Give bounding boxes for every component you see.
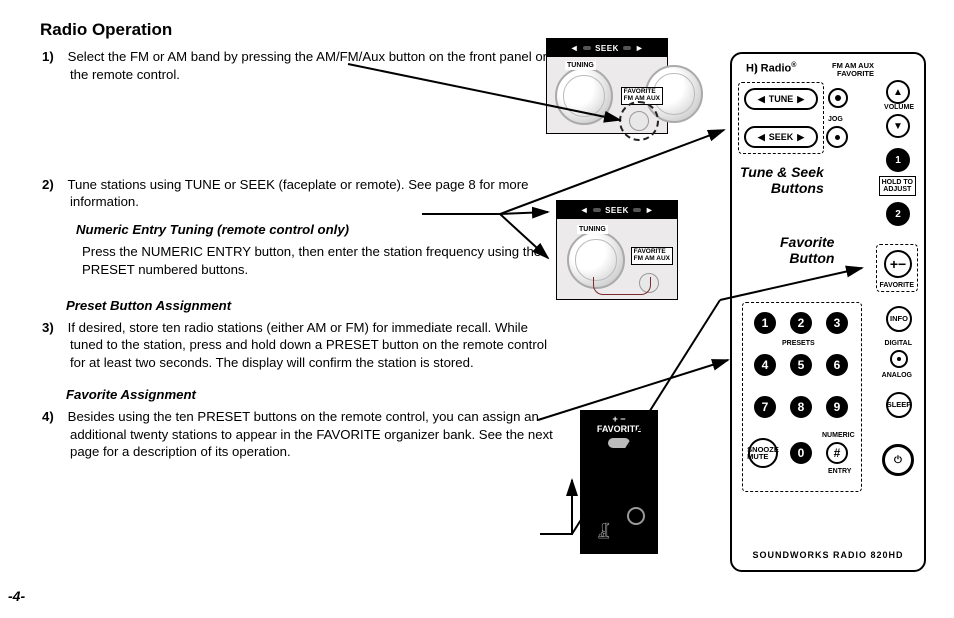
power-button-icon (627, 507, 645, 525)
jog-button[interactable] (826, 126, 848, 148)
favorite-panel-diagram: + − FAVORITE 🛏 (580, 410, 658, 554)
step-3-block: Preset Button Assignment 3) If desired, … (70, 297, 560, 372)
subheading-numeric: Numeric Entry Tuning (remote control onl… (76, 221, 560, 239)
tune-seek-highlight (738, 82, 824, 154)
seek-indicator-icon (623, 46, 631, 50)
volume-up-button[interactable]: ▲ (886, 80, 910, 104)
favorite-highlight (876, 244, 918, 292)
snooze-mute-button[interactable]: SNOOZE MUTE (748, 438, 778, 468)
dot-icon (835, 135, 840, 140)
page-title: Radio Operation (40, 20, 934, 40)
preset-0[interactable]: 0 (790, 442, 812, 464)
subtext-numeric: Press the NUMERIC ENTRY button, then ent… (82, 243, 560, 279)
step-text: Besides using the ten PRESET buttons on … (68, 409, 553, 460)
volume-down-button[interactable]: ▼ (886, 114, 910, 138)
step-text: Tune stations using TUNE or SEEK (facepl… (67, 177, 528, 210)
seek-indicator-icon (583, 46, 591, 50)
step-num: 1) (42, 48, 64, 66)
numeric-label: NUMERIC (822, 432, 855, 439)
seek-bar: ◄ SEEK ► (547, 39, 667, 57)
sleep-button[interactable]: SLEEP (886, 392, 912, 418)
step-num: 2) (42, 176, 64, 194)
preset-5[interactable]: 5 (790, 354, 812, 376)
jog-label: JOG (828, 116, 843, 123)
preset-8[interactable]: 8 (790, 396, 812, 418)
faceplate-diagram-2: ◄ SEEK ► TUNING FAVORITE FM AM AUX (556, 200, 678, 300)
step-1: 1) Select the FM or AM band by pressing … (70, 48, 560, 84)
entry-label: ENTRY (828, 468, 851, 475)
arrow-right-icon: ► (635, 43, 644, 53)
faceplate-diagram-1: ◄ SEEK ► TUNING FAVORITE FM AM AUX (546, 38, 668, 134)
preset-7[interactable]: 7 (754, 396, 776, 418)
seek-indicator-icon (593, 208, 601, 212)
manual-page: Radio Operation 1) Select the FM or AM b… (0, 0, 954, 618)
remote-control-diagram: H⦘ Radio® FM AM AUX FAVORITE ◀ TUNE ▶ ◀ … (730, 52, 926, 572)
tuning-label: TUNING (577, 225, 608, 234)
bed-icon: 🛏 (595, 522, 612, 540)
arrow-right-icon: ► (645, 205, 654, 215)
plus-minus-label: + − (581, 411, 657, 425)
step-2: 2) Tune stations using TUNE or SEEK (fac… (70, 176, 560, 279)
seek-label: SEEK (595, 44, 619, 53)
page-number: -4- (8, 588, 25, 604)
analog-label: ANALOG (882, 372, 912, 379)
step-num: 3) (42, 319, 64, 337)
dashed-highlight-icon (619, 101, 659, 141)
preset-1[interactable]: 1 (754, 312, 776, 334)
callout-favorite: Favorite Button (780, 234, 834, 266)
presets-label: PRESETS (782, 340, 815, 347)
info-button[interactable]: INFO (886, 306, 912, 332)
callout-tune-seek: Tune & Seek Buttons (740, 164, 824, 196)
preset-3[interactable]: 3 (826, 312, 848, 334)
seek-indicator-icon (633, 208, 641, 212)
volume-label: VOLUME (884, 104, 914, 111)
favorite-dot-button[interactable] (828, 88, 848, 108)
numeric-entry-button[interactable]: # (826, 442, 848, 464)
hd-radio-logo: H⦘ Radio® (746, 62, 796, 76)
power-button[interactable]: ⏻ (882, 444, 914, 476)
preset-6[interactable]: 6 (826, 354, 848, 376)
instruction-list: 1) Select the FM or AM band by pressing … (70, 48, 560, 461)
preset-9[interactable]: 9 (826, 396, 848, 418)
subheading-preset: Preset Button Assignment (66, 297, 560, 315)
seek-label: SEEK (605, 206, 629, 215)
red-connector-icon (593, 277, 651, 295)
tuning-label: TUNING (565, 61, 596, 70)
arrow-down-icon: ▼ (893, 121, 903, 132)
step-4-block: Favorite Assignment 4) Besides using the… (70, 386, 560, 461)
arrow-left-icon: ◄ (570, 43, 579, 53)
dot-icon (835, 95, 841, 101)
power-icon: ⏻ (894, 455, 902, 466)
preset-4[interactable]: 4 (754, 354, 776, 376)
arrow-left-icon: ◄ (580, 205, 589, 215)
pill-button-icon (608, 438, 630, 448)
step-text: Select the FM or AM band by pressing the… (68, 49, 547, 82)
fav-fmamaux-box: FAVORITE FM AM AUX (631, 247, 673, 265)
favorite-label: FAVORITE (581, 425, 657, 435)
dot-icon (897, 357, 901, 361)
tuning-knob-icon (555, 67, 613, 125)
preset-1-shortcut[interactable]: 1 (886, 148, 910, 172)
subheading-favorite: Favorite Assignment (66, 386, 560, 404)
seek-bar: ◄ SEEK ► (557, 201, 677, 219)
fm-am-aux-label: FM AM AUX FAVORITE (832, 62, 874, 77)
step-num: 4) (42, 408, 64, 426)
digital-analog-button[interactable] (890, 350, 908, 368)
hold-adjust-label: HOLD TO ADJUST (879, 176, 916, 196)
digital-label: DIGITAL (885, 340, 912, 347)
preset-2-shortcut[interactable]: 2 (886, 202, 910, 226)
product-name: SOUNDWORKS RADIO 820HD (732, 551, 924, 560)
preset-2[interactable]: 2 (790, 312, 812, 334)
step-text: If desired, store ten radio stations (ei… (68, 320, 547, 371)
arrow-up-icon: ▲ (893, 87, 903, 98)
